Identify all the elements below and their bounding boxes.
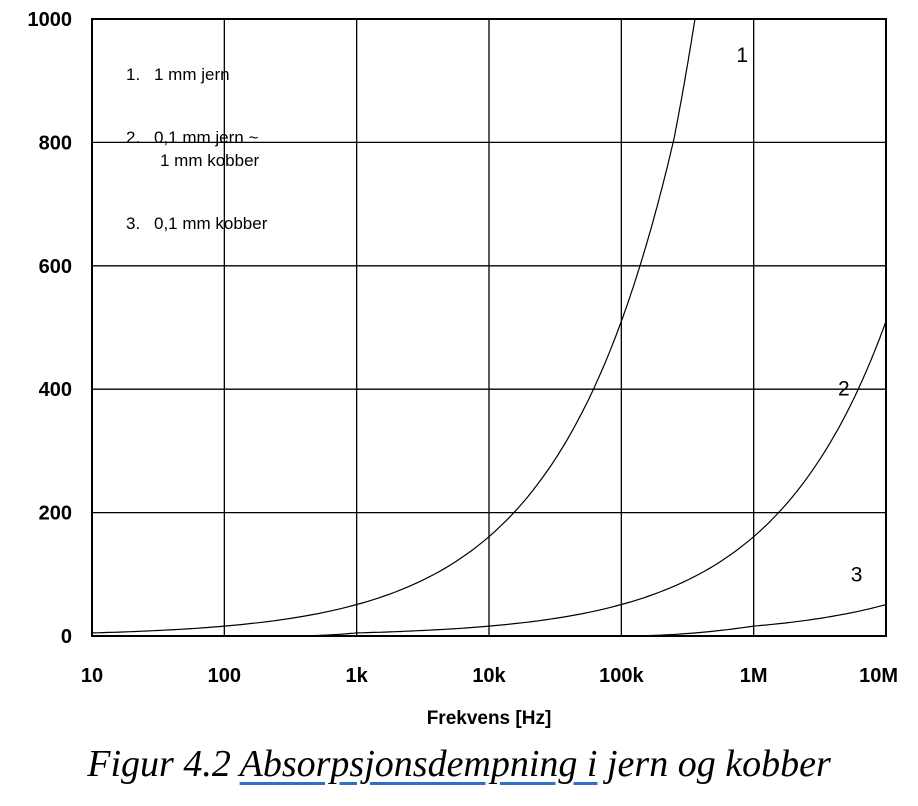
y-tick-label: 400: [39, 379, 72, 401]
series-2-line: [287, 321, 887, 637]
x-tick-label: 10: [81, 665, 103, 687]
grid: [91, 18, 887, 637]
figure-caption: Figur 4.2 Absorpsjonsdempning i jern og …: [0, 742, 918, 786]
legend-item-number: 3.: [126, 214, 140, 233]
legend-item-number: 2.: [126, 128, 140, 147]
y-tick-label: 200: [39, 503, 72, 525]
y-tick-label: 800: [39, 132, 72, 154]
curves: [91, 18, 887, 637]
legend: 1. 1 mm jern 2. 0,1 mm jern ~ 1 mm kobber 3. 0…: [126, 65, 268, 233]
curve-labels: 1 2 3: [736, 44, 862, 587]
legend-item-text: 1 mm jern: [154, 65, 230, 84]
chart: 0 200 400 600 800 1000 10 100 1k 10k 100k 1M 10M Fr…: [28, 9, 899, 729]
y-tick-label: 600: [39, 256, 72, 278]
x-tick-label: 100: [208, 665, 241, 687]
x-tick-label: 100k: [599, 665, 644, 687]
legend-item-text: 0,1 mm kobber: [154, 214, 268, 233]
x-tick-label: 1k: [346, 665, 369, 687]
series-3-label: 3: [851, 564, 863, 587]
x-axis-label: Frekvens [Hz]: [427, 708, 552, 729]
caption-link[interactable]: Absorpsjonsdempning i: [239, 743, 598, 785]
x-tick-label: 1M: [740, 665, 768, 687]
y-tick-label: 0: [61, 626, 72, 648]
plot-frame: [91, 18, 887, 637]
y-axis-ticks: 0 200 400 600 800 1000: [28, 9, 73, 648]
legend-item-text: 0,1 mm jern ~: [154, 128, 258, 147]
series-1-line: [91, 18, 696, 634]
series-1-label: 1: [736, 44, 748, 67]
series-2-label: 2: [838, 377, 850, 400]
caption-suffix: jern og kobber: [597, 743, 831, 785]
caption-prefix: Figur 4.2: [87, 743, 240, 785]
legend-item-text: 1 mm kobber: [160, 151, 260, 170]
legend-item-number: 1.: [126, 65, 140, 84]
y-tick-label: 1000: [28, 9, 73, 31]
x-tick-label: 10k: [472, 665, 506, 687]
x-axis-ticks: 10 100 1k 10k 100k 1M 10M: [81, 665, 898, 687]
series-3-line: [621, 603, 887, 637]
x-tick-label: 10M: [859, 665, 898, 687]
